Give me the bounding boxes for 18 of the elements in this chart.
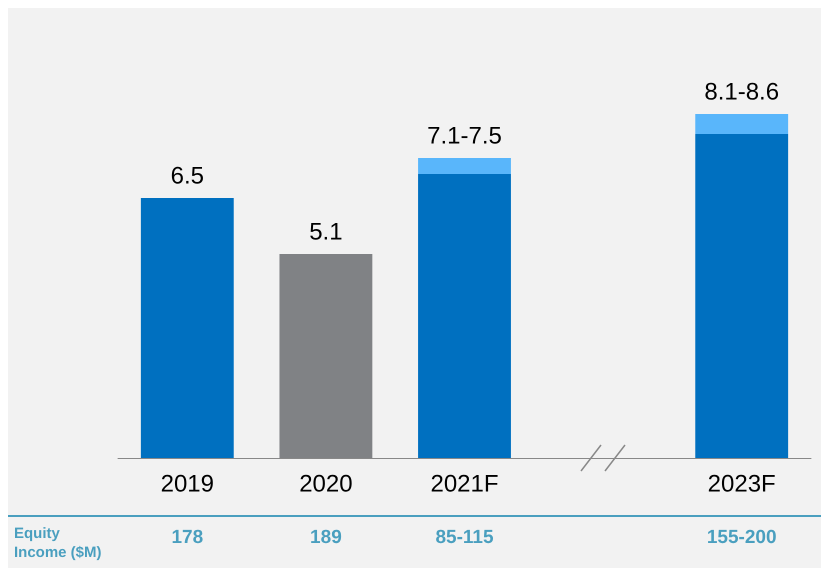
bar	[695, 134, 788, 458]
bar	[418, 174, 511, 458]
bar	[140, 198, 234, 458]
text: 189	[310, 527, 342, 548]
x-tick-label: 2019	[160, 470, 214, 498]
x-tick-label: 2021F	[430, 470, 499, 498]
data-label: 6.5	[170, 162, 204, 190]
bar	[418, 158, 511, 174]
x-tick-label: 2023F	[708, 470, 776, 498]
data-label: 5.1	[309, 218, 343, 246]
data-label: 8.1-8.6	[704, 78, 780, 106]
data-label: 7.1-7.5	[427, 122, 502, 150]
bar	[695, 114, 788, 134]
text: 85-115	[435, 527, 494, 548]
text: 155-200	[706, 527, 777, 548]
text: Equity Income ($M)	[14, 525, 102, 561]
text: 178	[171, 527, 204, 548]
x-tick-label: 2020	[299, 470, 353, 498]
